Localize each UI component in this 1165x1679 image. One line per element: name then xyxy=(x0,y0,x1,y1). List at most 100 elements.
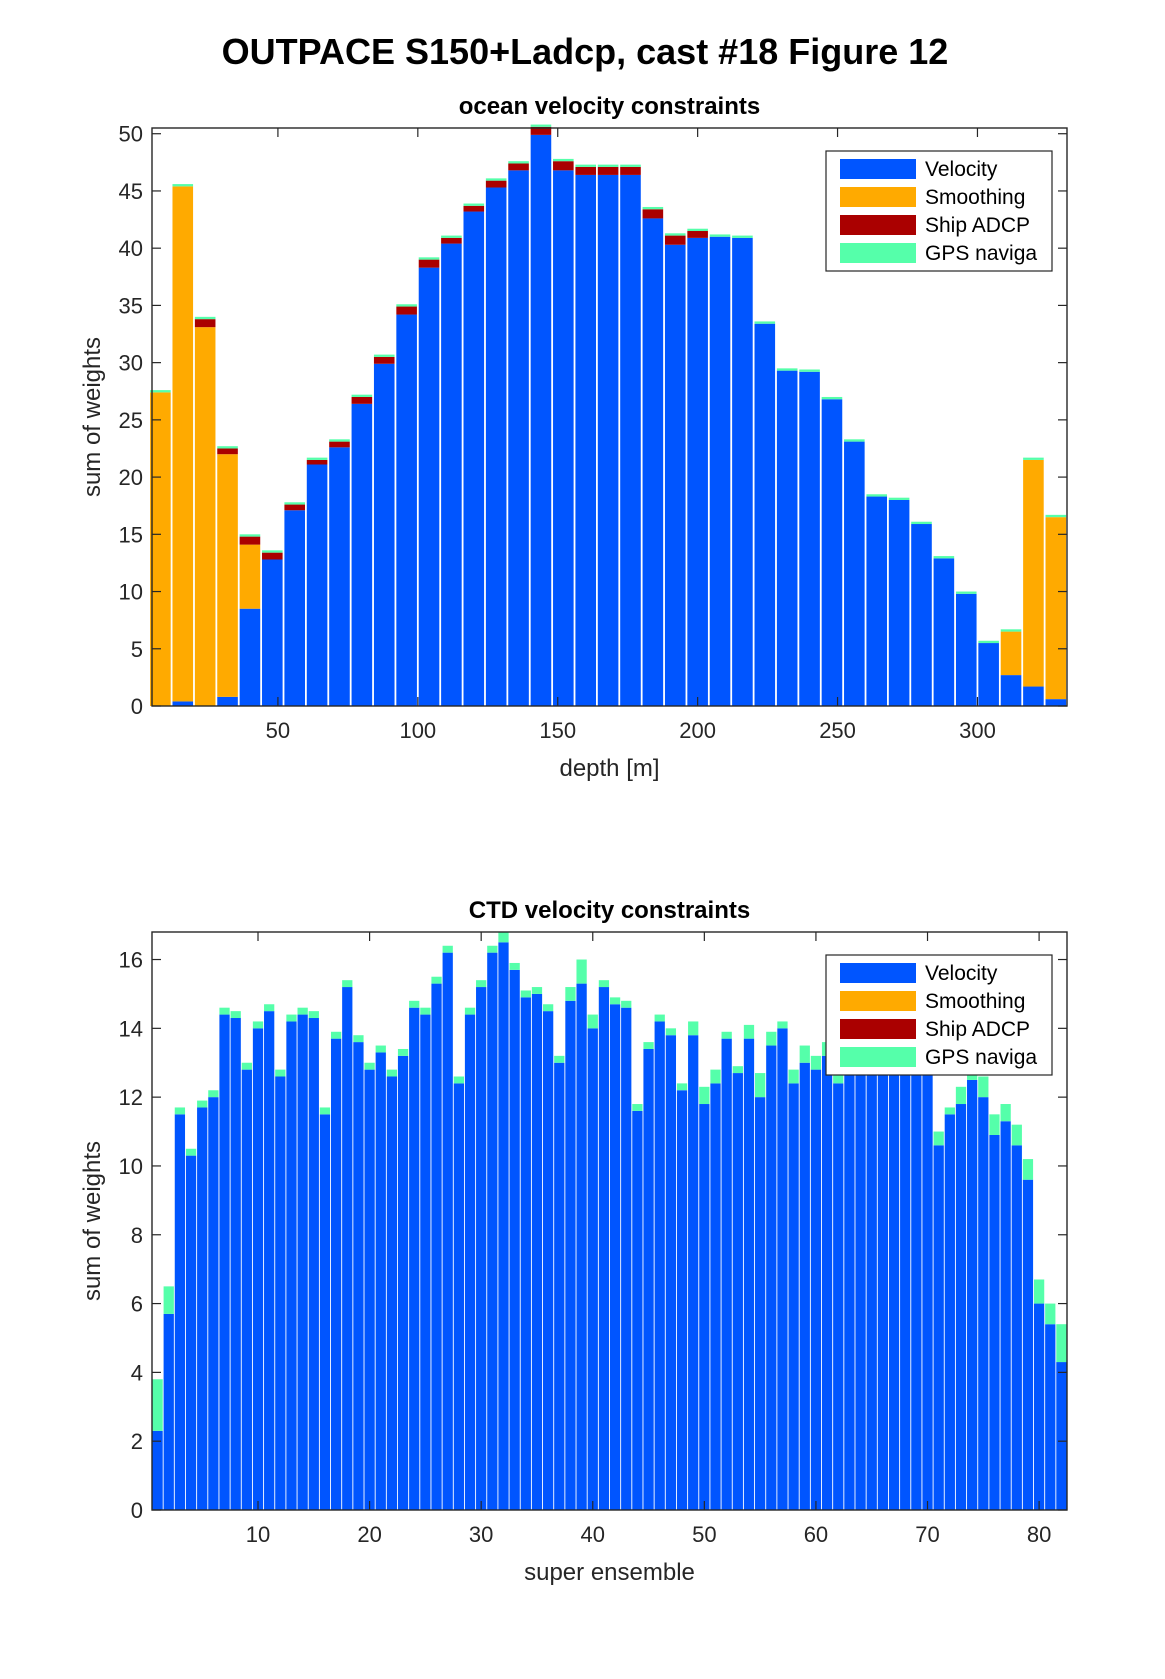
bar-gps-naviga-2 xyxy=(163,1286,174,1314)
bar-gps-naviga-75 xyxy=(978,1076,989,1098)
bar-gps-naviga-40 xyxy=(587,1014,598,1029)
bar-velocity-26 xyxy=(431,983,442,1510)
y-tick-label: 8 xyxy=(131,1223,143,1248)
bar-velocity-57 xyxy=(777,1028,788,1510)
chart-title: CTD velocity constraints xyxy=(469,897,750,924)
bar-velocity-45 xyxy=(643,1048,654,1510)
x-tick-label: 150 xyxy=(539,718,576,743)
bar-gps-naviga-28 xyxy=(754,321,776,324)
bar-velocity-39 xyxy=(1000,675,1022,706)
bar-ship-adcp-14 xyxy=(441,237,462,244)
bar-gps-naviga-15 xyxy=(463,203,485,206)
x-axis-label: super ensemble xyxy=(524,1559,695,1586)
bar-gps-naviga-49 xyxy=(688,1021,699,1036)
bar-gps-naviga-24 xyxy=(664,233,686,236)
bar-smoothing-1 xyxy=(150,392,171,706)
bar-gps-naviga-58 xyxy=(788,1069,799,1084)
bar-gps-naviga-22 xyxy=(386,1069,398,1077)
legend-swatch-ship-adcp xyxy=(840,215,916,235)
legend-swatch-ship-adcp xyxy=(840,1019,916,1039)
bar-gps-naviga-11 xyxy=(373,354,395,357)
bar-velocity-28 xyxy=(453,1083,464,1510)
legend-label: GPS naviga xyxy=(925,242,1037,265)
legend-label: Ship ADCP xyxy=(925,1018,1030,1041)
bars xyxy=(150,124,1067,707)
bar-gps-naviga-44 xyxy=(632,1104,643,1111)
y-tick-label: 15 xyxy=(119,522,143,547)
bar-gps-naviga-20 xyxy=(575,164,597,167)
y-tick-label: 4 xyxy=(131,1360,143,1385)
y-tick-label: 5 xyxy=(131,637,143,662)
bar-ship-adcp-24 xyxy=(664,235,686,245)
bar-velocity-80 xyxy=(1033,1303,1045,1510)
bar-velocity-37 xyxy=(554,1062,565,1510)
bar-gps-naviga-24 xyxy=(409,1000,420,1008)
bar-velocity-6 xyxy=(262,559,283,706)
bar-gps-naviga-26 xyxy=(431,976,442,984)
bar-velocity-32 xyxy=(844,441,865,706)
bar-gps-naviga-25 xyxy=(420,1007,431,1015)
bar-gps-naviga-20 xyxy=(364,1062,375,1070)
bar-ship-adcp-18 xyxy=(530,126,552,135)
bar-velocity-8 xyxy=(230,1018,241,1510)
bar-gps-naviga-30 xyxy=(799,369,820,372)
bar-smoothing-39 xyxy=(1000,631,1022,676)
bar-gps-naviga-15 xyxy=(308,1011,319,1019)
bar-velocity-65 xyxy=(866,1055,877,1510)
bar-velocity-2 xyxy=(172,701,194,706)
bar-velocity-7 xyxy=(219,1014,230,1510)
bar-velocity-22 xyxy=(620,174,641,706)
bar-velocity-64 xyxy=(855,1038,866,1510)
bar-gps-naviga-77 xyxy=(1000,1104,1011,1122)
bar-gps-naviga-10 xyxy=(351,394,373,397)
bar-velocity-81 xyxy=(1045,1324,1056,1510)
y-tick-label: 50 xyxy=(119,122,143,147)
bar-gps-naviga-36 xyxy=(933,556,955,559)
x-tick-label: 80 xyxy=(1027,1522,1051,1547)
legend-swatch-smoothing xyxy=(840,187,916,207)
bar-gps-naviga-57 xyxy=(777,1021,788,1029)
bar-velocity-28 xyxy=(754,323,776,706)
bar-velocity-15 xyxy=(308,1018,319,1510)
legend-swatch-smoothing xyxy=(840,991,916,1011)
bar-gps-naviga-33 xyxy=(866,494,888,497)
figure-title: OUTPACE S150+Ladcp, cast #18 Figure 12 xyxy=(222,31,949,72)
bar-velocity-19 xyxy=(553,170,574,707)
bar-velocity-3 xyxy=(174,1114,186,1510)
legend-label: Velocity xyxy=(925,158,998,181)
bar-velocity-7 xyxy=(284,510,305,706)
bar-smoothing-2 xyxy=(172,186,194,702)
bar-velocity-51 xyxy=(710,1083,721,1510)
bar-gps-naviga-21 xyxy=(375,1045,386,1053)
bar-smoothing-3 xyxy=(194,327,216,706)
bar-gps-naviga-14 xyxy=(297,1007,308,1015)
bar-ship-adcp-25 xyxy=(687,231,708,238)
bar-velocity-30 xyxy=(476,987,487,1510)
bar-velocity-78 xyxy=(1011,1145,1022,1510)
bar-gps-naviga-4 xyxy=(217,446,238,449)
bar-gps-naviga-78 xyxy=(1011,1124,1022,1146)
bar-gps-naviga-42 xyxy=(609,997,621,1005)
bar-velocity-26 xyxy=(709,236,731,707)
bar-gps-naviga-72 xyxy=(944,1107,955,1115)
bar-velocity-35 xyxy=(531,993,543,1510)
bar-velocity-8 xyxy=(306,464,328,706)
y-tick-label: 30 xyxy=(119,351,143,376)
bar-gps-naviga-48 xyxy=(676,1083,688,1091)
bar-velocity-2 xyxy=(163,1313,174,1510)
bar-velocity-48 xyxy=(676,1090,688,1510)
bar-gps-naviga-37 xyxy=(554,1055,565,1063)
bar-ship-adcp-20 xyxy=(575,166,597,175)
bar-ship-adcp-7 xyxy=(284,504,305,511)
bar-velocity-71 xyxy=(933,1145,944,1510)
bar-gps-naviga-36 xyxy=(543,1004,554,1012)
bar-velocity-16 xyxy=(485,187,507,706)
bar-velocity-20 xyxy=(575,174,597,706)
bar-gps-naviga-34 xyxy=(520,990,531,998)
legend-swatch-velocity xyxy=(840,963,916,983)
bar-velocity-12 xyxy=(396,314,417,706)
bar-velocity-6 xyxy=(208,1097,219,1510)
bar-velocity-62 xyxy=(833,1083,844,1510)
bar-gps-naviga-43 xyxy=(621,1000,632,1008)
bar-gps-naviga-35 xyxy=(531,987,543,994)
